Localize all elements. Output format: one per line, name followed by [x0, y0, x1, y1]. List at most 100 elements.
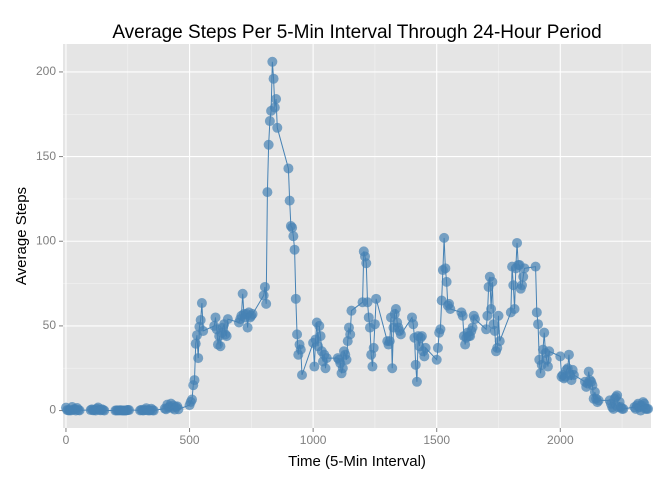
data-point — [289, 244, 300, 255]
data-point — [247, 309, 258, 320]
data-point — [345, 329, 356, 340]
data-point — [190, 338, 201, 349]
data-point — [173, 404, 184, 415]
data-point — [367, 361, 378, 372]
data-point — [259, 281, 270, 292]
data-point — [341, 354, 352, 365]
data-point — [568, 370, 579, 381]
data-point — [420, 342, 431, 353]
data-point — [242, 322, 253, 333]
data-point — [321, 353, 332, 364]
data-point — [539, 327, 550, 338]
data-point — [440, 263, 451, 274]
data-point — [467, 322, 478, 333]
data-point — [288, 231, 299, 242]
data-point — [261, 298, 272, 309]
data-point — [416, 331, 427, 342]
data-point — [544, 346, 555, 357]
data-point — [371, 293, 382, 304]
data-point — [439, 232, 450, 243]
data-point — [441, 276, 452, 287]
data-point — [269, 102, 280, 113]
data-point — [222, 314, 233, 325]
data-point — [512, 237, 523, 248]
data-point — [411, 376, 422, 387]
data-point — [555, 351, 566, 362]
data-point — [533, 319, 544, 330]
data-point — [287, 222, 298, 233]
data-point — [361, 258, 372, 269]
data-point — [74, 405, 85, 416]
data-point — [123, 405, 134, 416]
data-point — [494, 336, 505, 347]
data-point — [187, 394, 198, 405]
data-point — [410, 359, 421, 370]
data-point — [271, 94, 282, 105]
data-point — [519, 263, 530, 274]
y-axis-title: Average Steps — [13, 187, 30, 285]
data-point — [198, 325, 209, 336]
x-tick-label: 0 — [63, 433, 70, 447]
data-point — [643, 403, 654, 414]
data-point — [99, 405, 110, 416]
data-point — [258, 290, 269, 301]
y-tick-label: 0 — [49, 403, 56, 417]
data-point — [210, 312, 221, 323]
data-point — [481, 324, 492, 335]
x-axis-title: Time (5-Min Interval) — [288, 453, 426, 470]
data-point — [148, 405, 159, 416]
data-point — [267, 56, 278, 67]
data-point — [283, 163, 294, 174]
data-point — [292, 329, 303, 340]
x-tick-label: 2000 — [547, 433, 574, 447]
data-point — [530, 261, 541, 272]
data-point — [493, 310, 504, 321]
data-point — [593, 395, 604, 406]
data-point — [445, 303, 456, 314]
data-point — [368, 342, 379, 353]
data-point — [193, 353, 204, 364]
data-point — [470, 314, 481, 325]
y-tick-label: 200 — [36, 64, 56, 78]
data-point — [487, 276, 498, 287]
data-point — [215, 341, 226, 352]
data-point — [583, 366, 594, 377]
data-point — [315, 331, 326, 342]
plot-panel — [63, 44, 651, 428]
data-point — [390, 303, 401, 314]
data-point — [518, 271, 529, 282]
y-tick-label: 100 — [36, 233, 56, 247]
data-point — [195, 314, 206, 325]
data-point — [509, 303, 520, 314]
data-point — [489, 325, 500, 336]
data-point — [563, 349, 574, 360]
data-point — [346, 305, 357, 316]
data-point — [457, 310, 468, 321]
data-point — [395, 329, 406, 340]
data-point — [272, 122, 283, 133]
data-point — [486, 303, 497, 314]
y-tick-label: 50 — [43, 318, 57, 332]
data-point — [189, 375, 200, 386]
data-point — [221, 331, 232, 342]
data-point — [369, 319, 380, 330]
x-tick-label: 1000 — [300, 433, 327, 447]
data-point — [309, 361, 320, 372]
data-point — [337, 363, 348, 374]
data-point — [237, 288, 248, 299]
data-point — [432, 342, 443, 353]
data-point — [387, 363, 398, 374]
data-point — [284, 195, 295, 206]
x-tick-label: 1500 — [423, 433, 450, 447]
data-point — [431, 354, 442, 365]
data-point — [262, 187, 273, 198]
data-point — [542, 361, 553, 372]
data-point — [196, 298, 207, 309]
chart-title: Average Steps Per 5-Min Interval Through… — [112, 22, 601, 43]
data-point — [295, 344, 306, 355]
data-point — [384, 336, 395, 347]
data-point — [314, 320, 325, 331]
data-point — [516, 280, 527, 291]
